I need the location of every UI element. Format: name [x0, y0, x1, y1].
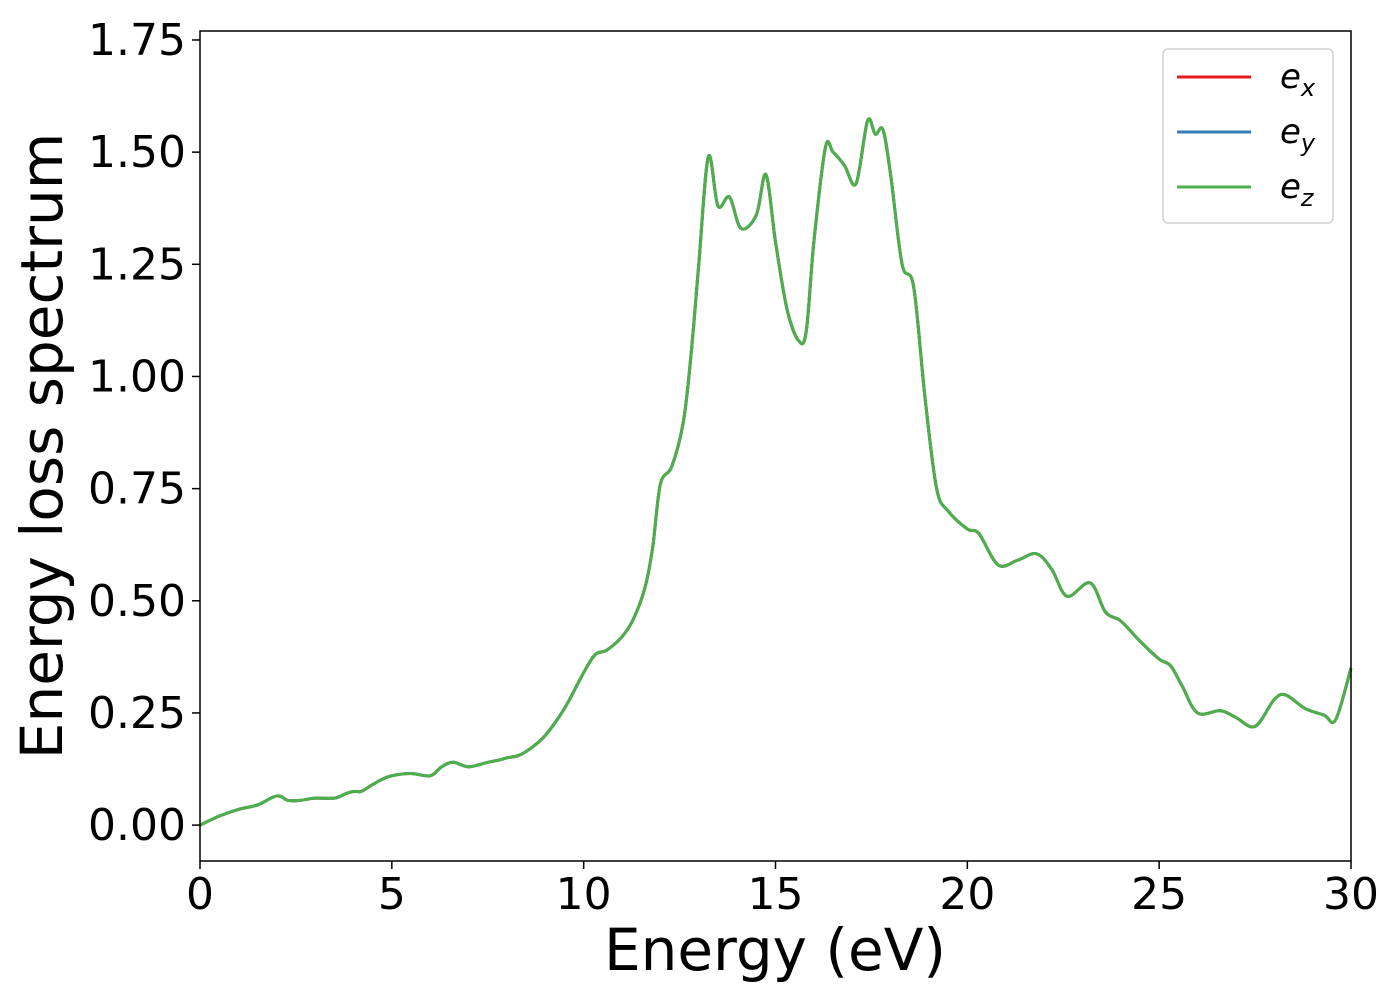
x-tick-label: 20: [939, 869, 995, 920]
y-tick-label: 0.25: [88, 688, 186, 739]
x-tick-label: 5: [378, 869, 406, 920]
y-axis-title: Energy loss spectrum: [8, 133, 76, 759]
series-line-ey: [199, 117, 1353, 827]
x-tick-label: 0: [186, 869, 214, 920]
x-axis-ticks: 0 5 10 15 20 25 30: [186, 861, 1379, 920]
y-tick-label: 1.50: [88, 127, 186, 178]
legend-label-ez: ez: [1280, 167, 1315, 212]
legend-items: ex ey ez: [1177, 57, 1316, 212]
y-axis-ticks: 0.00 0.25 0.50 0.75 1.00 1.25 1.50 1.75: [88, 15, 200, 851]
legend: ex ey ez: [1162, 48, 1334, 224]
x-tick-label: 25: [1131, 869, 1187, 920]
x-axis-title: Energy (eV): [604, 916, 946, 984]
y-tick-label: 0.00: [88, 800, 186, 851]
series-layer: [199, 117, 1353, 827]
y-tick-label: 0.50: [88, 576, 186, 627]
legend-label-ex: ex: [1280, 57, 1316, 102]
y-tick-label: 1.25: [88, 239, 186, 290]
x-tick-label: 30: [1323, 869, 1379, 920]
y-tick-label: 1.00: [88, 351, 186, 402]
series-line-ez: [199, 117, 1353, 827]
legend-box: [1162, 48, 1334, 224]
y-tick-label: 0.75: [88, 464, 186, 515]
y-tick-label: 1.75: [88, 15, 186, 66]
series-line-ex: [199, 117, 1353, 827]
legend-label-ey: ey: [1280, 112, 1316, 157]
x-tick-label: 15: [748, 869, 804, 920]
x-tick-label: 10: [556, 869, 612, 920]
